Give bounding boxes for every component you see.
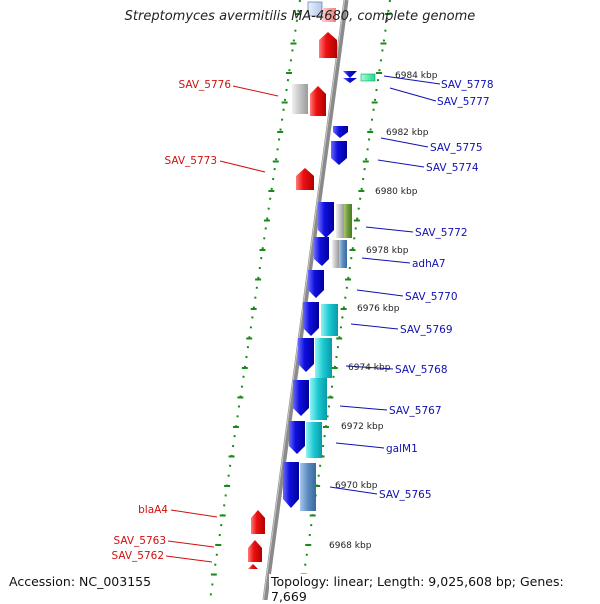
gene-reverse-arrow <box>343 71 357 78</box>
tick-marks <box>210 13 391 576</box>
gene-label[interactable]: SAV_5767 <box>389 405 442 417</box>
leader-line <box>345 365 394 370</box>
gene-label[interactable]: SAV_5768 <box>395 364 448 376</box>
gene-label[interactable]: SAV_5770 <box>405 291 458 303</box>
gene-labels-left: SAV_5776 SAV_5773 blaA4 SAV_5763 SAV_576… <box>111 79 231 562</box>
gene-label[interactable]: SAV_5765 <box>379 489 432 501</box>
leader-line <box>383 75 441 85</box>
gene-label[interactable]: blaA4 <box>138 504 168 516</box>
leader-line <box>232 85 279 97</box>
gene-labels-right: SAV_5778 SAV_5777 SAV_5775 SAV_5774 SAV_… <box>379 79 494 501</box>
gene-label[interactable]: SAV_5769 <box>400 324 453 336</box>
gene-forward-arrow <box>248 540 262 562</box>
tick-label: 6976 kbp <box>357 304 400 314</box>
leader-line <box>329 486 378 495</box>
gene-gray <box>332 240 339 268</box>
gene-label[interactable]: SAV_5776 <box>178 79 231 91</box>
tick-label: 6980 kbp <box>375 187 418 197</box>
gene-forward-arrow <box>251 510 265 534</box>
leader-line <box>361 257 411 264</box>
leader-line <box>389 87 437 102</box>
gene-reverse-arrow <box>318 202 334 238</box>
gene-forward-arrow <box>310 86 326 116</box>
gene-label[interactable]: SAV_5778 <box>441 79 494 91</box>
gene-cyan <box>321 304 338 336</box>
leader-line <box>356 289 404 297</box>
leader-line <box>377 159 425 168</box>
leader-line <box>339 405 388 411</box>
leader-line <box>380 137 429 148</box>
tick-label: 6972 kbp <box>341 422 384 432</box>
gene-forward-arrow <box>296 168 314 190</box>
left-ruler-line <box>209 0 301 600</box>
gene-features <box>248 1 376 600</box>
gene-reverse-arrow <box>331 141 347 165</box>
gene-label[interactable]: SAV_5762 <box>111 550 164 562</box>
gene-reverse-arrow <box>314 237 329 266</box>
gene-cyan <box>310 378 327 420</box>
gene-forward-arrow <box>319 32 337 58</box>
gene-olive <box>344 204 352 238</box>
gene-gray <box>336 204 344 238</box>
gene-mint <box>360 73 376 82</box>
tick-label: 6978 kbp <box>366 246 409 256</box>
tick-label: 6970 kbp <box>335 481 378 491</box>
gene-reverse-arrow <box>289 421 305 454</box>
gene-label[interactable]: SAV_5763 <box>113 535 166 547</box>
leader-lines <box>165 75 441 563</box>
gene-reverse-arrow <box>293 380 309 416</box>
gene-reverse-arrow <box>283 462 299 508</box>
gene-label[interactable]: SAV_5772 <box>415 227 468 239</box>
gene-label[interactable]: SAV_5775 <box>430 142 483 154</box>
accession-text: Accession: NC_003155 <box>7 574 154 589</box>
gene-cyan <box>306 422 322 458</box>
leader-line <box>350 323 399 330</box>
ruler-lines <box>209 0 391 600</box>
tick-label: 6968 kbp <box>329 541 372 551</box>
gene-top-pink <box>322 8 336 22</box>
genome-title: Streptomyces avermitilis MA-4680, comple… <box>124 9 476 24</box>
gene-label[interactable]: adhA7 <box>412 258 446 270</box>
leader-line <box>167 540 215 548</box>
gene-label[interactable]: SAV_5777 <box>437 96 490 108</box>
leader-line <box>170 509 218 518</box>
gene-reverse-arrow <box>333 126 348 138</box>
leader-line <box>335 442 385 449</box>
leader-line <box>365 226 414 233</box>
gene-gray <box>292 84 308 114</box>
gene-reverse-arrow <box>303 302 319 336</box>
gene-reverse-arrow <box>343 78 357 83</box>
topology-text: Topology: linear; Length: 9,025,608 bp; … <box>269 574 600 604</box>
gene-reverse-arrow <box>308 270 324 298</box>
tick-label: 6982 kbp <box>386 128 429 138</box>
tick-label: 6974 kbp <box>348 363 391 373</box>
gene-label[interactable]: SAV_5774 <box>426 162 479 174</box>
leader-line <box>165 555 213 563</box>
right-ruler-line <box>299 0 391 600</box>
gene-forward-arrow <box>248 564 258 569</box>
gene-label[interactable]: SAV_5773 <box>164 155 217 167</box>
gene-label[interactable]: galM1 <box>386 443 418 455</box>
genome-backbone <box>262 0 349 600</box>
gene-reverse-arrow <box>298 338 314 372</box>
leader-line <box>219 160 266 173</box>
tick-labels: 6984 kbp 6982 kbp 6980 kbp 6978 kbp 6976… <box>329 71 438 551</box>
gene-steel <box>300 463 316 511</box>
gene-cyan <box>315 338 332 378</box>
gene-steel <box>339 240 347 268</box>
genome-backbone-highlight <box>263 0 345 600</box>
tick-label: 6984 kbp <box>395 71 438 81</box>
